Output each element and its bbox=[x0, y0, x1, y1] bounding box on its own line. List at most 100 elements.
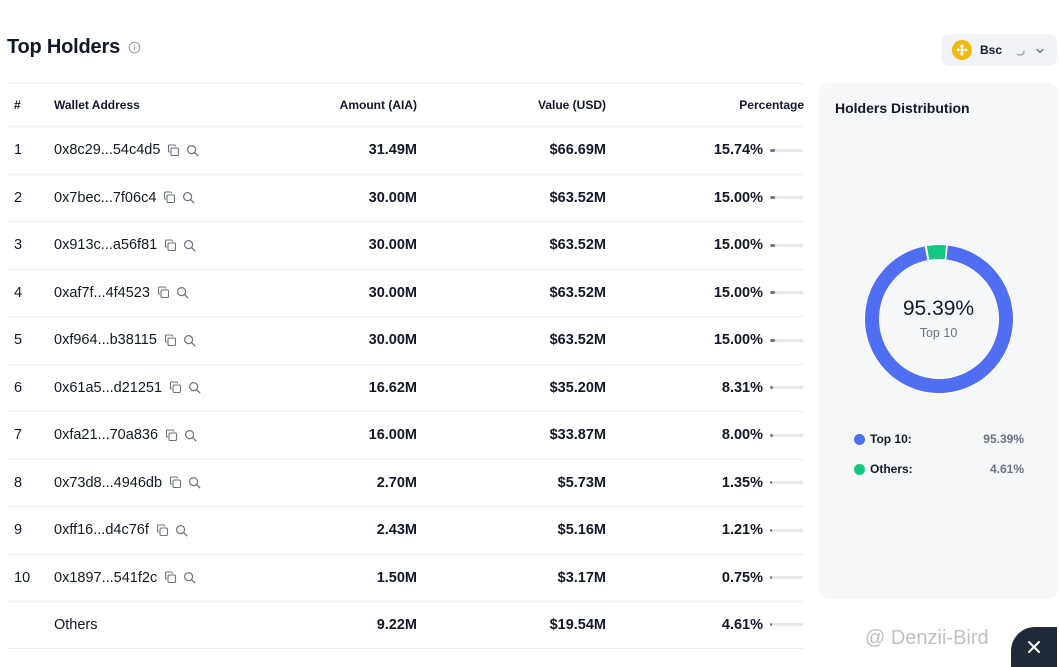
chain-label: Bsc bbox=[980, 43, 1003, 57]
search-icon[interactable] bbox=[176, 286, 189, 299]
percentage-bar-fill bbox=[770, 481, 772, 485]
column-header-wallet: Wallet Address bbox=[54, 98, 140, 112]
rank-cell: 10 bbox=[14, 569, 31, 586]
percentage-bar-fill bbox=[770, 196, 775, 200]
rank-cell: 8 bbox=[14, 474, 23, 491]
wallet-address-link[interactable]: 0xaf7f...4f4523 bbox=[54, 284, 150, 301]
copy-icon[interactable] bbox=[169, 476, 182, 489]
page-title: Top Holders bbox=[7, 36, 120, 58]
wallet-address-link[interactable]: 0x61a5...d21251 bbox=[54, 379, 163, 396]
search-icon[interactable] bbox=[183, 334, 196, 347]
table-row[interactable]: 4 0xaf7f...4f4523 30.00M $63.52M 15.00% bbox=[7, 268, 804, 317]
rank-cell: 5 bbox=[14, 332, 23, 349]
table-row[interactable]: 5 0xf964...b38115 30.00M $63.52M 15.00% bbox=[7, 316, 804, 364]
percentage-cell: 4.61% bbox=[721, 616, 763, 633]
wallet-address-link[interactable]: 0x7bec...7f06c4 bbox=[54, 189, 157, 206]
percentage-bar-fill bbox=[770, 338, 775, 342]
column-header-value[interactable]: Value (USD) bbox=[537, 98, 606, 112]
wallet-address-link[interactable]: 0x73d8...4946db bbox=[54, 474, 163, 491]
amount-cell: 30.00M bbox=[368, 189, 417, 206]
amount-cell: 30.00M bbox=[368, 237, 417, 254]
page-header: Top Holders bbox=[7, 36, 141, 59]
percentage-bar bbox=[770, 481, 803, 485]
percentage-bar-fill bbox=[770, 433, 773, 437]
info-icon[interactable] bbox=[128, 41, 141, 54]
search-icon[interactable] bbox=[183, 239, 196, 252]
percentage-cell: 8.31% bbox=[721, 379, 763, 396]
others-label: Others bbox=[54, 616, 98, 633]
distribution-donut-chart[interactable] bbox=[863, 243, 1015, 395]
search-icon[interactable] bbox=[184, 429, 197, 442]
wallet-address-link[interactable]: 0xfa21...70a836 bbox=[54, 427, 159, 444]
wallet-address-link[interactable]: 0x8c29...54c4d5 bbox=[54, 142, 161, 159]
copy-icon[interactable] bbox=[165, 429, 178, 442]
rank-cell: 6 bbox=[14, 379, 23, 396]
rank-cell: 7 bbox=[14, 427, 23, 444]
percentage-cell: 15.74% bbox=[713, 142, 763, 159]
table-row[interactable]: 6 0x61a5...d21251 16.62M $35.20M 8.31% bbox=[7, 363, 804, 412]
search-icon[interactable] bbox=[188, 381, 201, 394]
watermark: @ Denzii-Bird bbox=[865, 627, 989, 650]
search-icon[interactable] bbox=[188, 476, 201, 489]
rank-cell: 9 bbox=[14, 522, 23, 539]
value-cell: $63.52M bbox=[549, 237, 606, 254]
wallet-address-link[interactable]: 0x913c...a56f81 bbox=[54, 237, 158, 254]
table-row[interactable]: 3 0x913c...a56f81 30.00M $63.52M 15.00% bbox=[7, 221, 804, 269]
percentage-bar bbox=[770, 291, 803, 295]
amount-cell: 16.00M bbox=[368, 427, 417, 444]
percentage-cell: 15.00% bbox=[713, 189, 763, 206]
percentage-cell: 15.00% bbox=[713, 237, 763, 254]
value-cell: $3.17M bbox=[557, 569, 606, 586]
copy-icon[interactable] bbox=[156, 524, 169, 537]
table-row[interactable]: 2 0x7bec...7f06c4 30.00M $63.52M 15.00% bbox=[7, 173, 804, 222]
copy-icon[interactable] bbox=[169, 381, 182, 394]
percentage-cell: 1.35% bbox=[721, 474, 763, 491]
rank-cell: 4 bbox=[14, 284, 23, 301]
legend-dot-top10 bbox=[854, 433, 865, 445]
table-row[interactable]: 8 0x73d8...4946db 2.70M $5.73M 1.35% bbox=[7, 458, 804, 507]
close-badge-icon[interactable] bbox=[1011, 627, 1057, 667]
holders-distribution-panel: Holders Distribution 95.39% Top 10 Top 1… bbox=[819, 83, 1058, 599]
copy-icon[interactable] bbox=[164, 239, 177, 252]
value-cell: $63.52M bbox=[549, 284, 606, 301]
percentage-bar bbox=[770, 386, 803, 390]
percentage-bar bbox=[770, 528, 803, 532]
others-row[interactable]: Others 9.22M $19.54M 4.61% bbox=[7, 601, 804, 649]
percentage-cell: 8.00% bbox=[721, 427, 763, 444]
percentage-cell: 15.00% bbox=[713, 284, 763, 301]
wallet-address-link[interactable]: 0xf964...b38115 bbox=[54, 332, 157, 349]
column-header-percentage[interactable]: Percentage bbox=[739, 98, 804, 112]
percentage-bar-fill bbox=[770, 291, 775, 295]
copy-icon[interactable] bbox=[167, 144, 180, 157]
percentage-bar-fill bbox=[770, 623, 772, 627]
search-icon[interactable] bbox=[182, 191, 195, 204]
column-header-amount[interactable]: Amount (AIA) bbox=[339, 98, 417, 112]
percentage-bar bbox=[770, 243, 803, 247]
copy-icon[interactable] bbox=[157, 286, 170, 299]
table-row[interactable]: 1 0x8c29...54c4d5 31.49M $66.69M 15.74% bbox=[7, 126, 804, 174]
amount-cell: 2.70M bbox=[376, 474, 417, 491]
table-row[interactable]: 9 0xff16...d4c76f 2.43M $5.16M 1.21% bbox=[7, 506, 804, 554]
copy-icon[interactable] bbox=[164, 334, 177, 347]
percentage-bar-fill bbox=[770, 576, 772, 580]
search-icon[interactable] bbox=[186, 144, 199, 157]
wallet-address-link[interactable]: 0xff16...d4c76f bbox=[54, 522, 149, 539]
chain-selector[interactable]: Bsc bbox=[941, 34, 1057, 66]
percentage-bar-fill bbox=[770, 243, 775, 247]
holders-table: # Wallet Address Amount (AIA) Value (USD… bbox=[7, 83, 804, 649]
copy-icon[interactable] bbox=[163, 191, 176, 204]
table-row[interactable]: 7 0xfa21...70a836 16.00M $33.87M 8.00% bbox=[7, 411, 804, 459]
search-icon[interactable] bbox=[175, 524, 188, 537]
legend-item-others: Others: 4.61% bbox=[854, 462, 1024, 476]
search-icon[interactable] bbox=[183, 571, 196, 584]
column-header-rank: # bbox=[14, 98, 21, 112]
distribution-title: Holders Distribution bbox=[835, 100, 970, 116]
rank-cell: 1 bbox=[14, 142, 23, 159]
value-cell: $66.69M bbox=[549, 142, 606, 159]
table-row[interactable]: 10 0x1897...541f2c 1.50M $3.17M 0.75% bbox=[7, 553, 804, 602]
legend-dot-others bbox=[854, 463, 865, 475]
percentage-bar bbox=[770, 196, 803, 200]
percentage-bar-fill bbox=[770, 528, 772, 532]
wallet-address-link[interactable]: 0x1897...541f2c bbox=[54, 569, 158, 586]
copy-icon[interactable] bbox=[164, 571, 177, 584]
